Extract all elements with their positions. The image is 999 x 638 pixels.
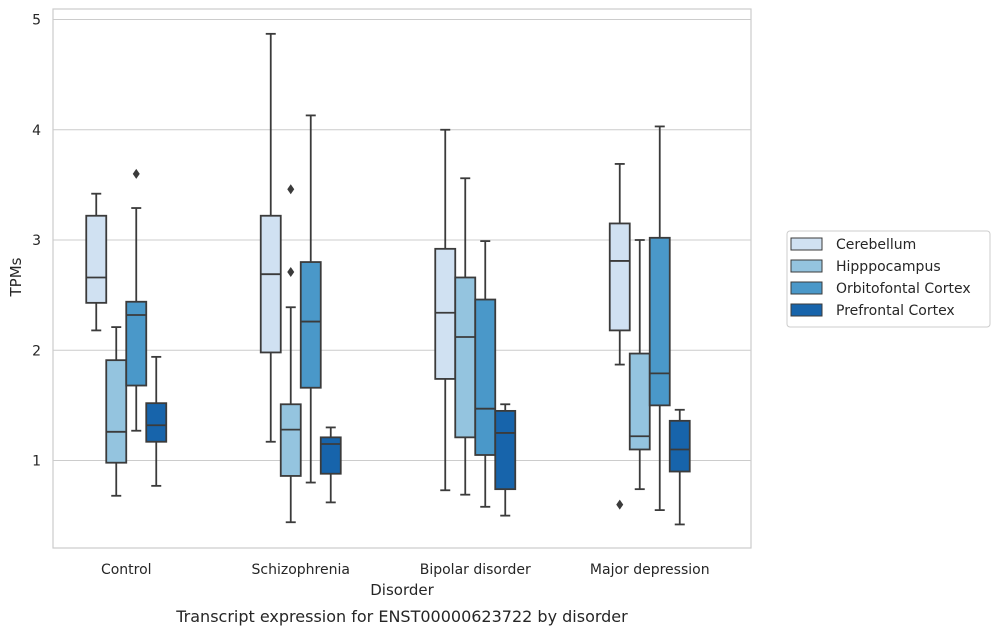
figure-caption: Transcript expression for ENST0000062372… xyxy=(175,607,628,626)
y-tick-labels: 1 2 3 4 5 xyxy=(32,13,41,470)
box-1-1 xyxy=(279,184,302,524)
box-0-1 xyxy=(259,32,282,443)
y-tick-label: 4 xyxy=(32,123,41,139)
x-tick-label: Major depression xyxy=(590,562,710,578)
legend-swatch xyxy=(790,281,823,295)
x-tick-label: Schizophrenia xyxy=(252,562,350,578)
legend-swatch xyxy=(790,259,823,273)
box-iqr xyxy=(608,222,631,332)
box-1-0 xyxy=(105,326,128,497)
outlier-point xyxy=(287,184,295,195)
y-axis-title: TPMs xyxy=(7,257,25,297)
box-iqr xyxy=(85,214,108,304)
legend-frame xyxy=(786,230,991,328)
box-iqr xyxy=(434,247,457,380)
legend-swatch xyxy=(790,303,823,317)
box-iqr xyxy=(279,403,302,477)
legend: Cerebellum Hipppocampus Orbitofontal Corte… xyxy=(786,230,991,328)
box-iqr xyxy=(628,352,651,451)
box-0-0 xyxy=(85,192,108,332)
legend-label: Cerebellum xyxy=(836,237,916,253)
box-2-3 xyxy=(648,125,671,512)
box-iqr xyxy=(494,409,517,491)
x-tick-label: Bipolar disorder xyxy=(420,562,531,578)
box-iqr xyxy=(454,276,477,439)
y-tick-label: 2 xyxy=(32,343,41,359)
box-iqr xyxy=(668,419,691,473)
outlier-point xyxy=(132,168,140,179)
box-3-2 xyxy=(494,403,517,517)
box-2-1 xyxy=(299,114,322,484)
box-groups xyxy=(85,32,691,526)
box-3-1 xyxy=(319,426,342,504)
x-axis-title: Disorder xyxy=(370,581,434,599)
box-3-3 xyxy=(668,408,691,526)
box-iqr xyxy=(125,300,148,387)
box-iqr xyxy=(145,402,168,443)
box-iqr xyxy=(319,436,342,475)
box-2-0 xyxy=(125,168,148,432)
box-3-0 xyxy=(145,355,168,487)
box-1-2 xyxy=(454,177,477,496)
box-iqr xyxy=(474,298,497,456)
plot-area-frame xyxy=(52,8,752,549)
grid-lines xyxy=(53,18,751,462)
legend-label: Orbitofontal Cortex xyxy=(836,281,971,297)
x-tick-labels: Control Schizophrenia Bipolar disorder Majo… xyxy=(101,562,710,578)
box-iqr xyxy=(648,236,671,407)
box-iqr xyxy=(259,214,282,354)
box-1-3 xyxy=(628,239,651,491)
box-0-3 xyxy=(608,163,631,510)
x-tick-label: Control xyxy=(101,562,152,578)
box-iqr xyxy=(105,359,128,464)
y-tick-label: 5 xyxy=(32,13,41,29)
legend-swatch xyxy=(790,237,823,251)
y-tick-label: 1 xyxy=(32,454,41,470)
outlier-point xyxy=(287,266,295,277)
outlier-point xyxy=(616,499,624,510)
box-2-2 xyxy=(474,240,497,508)
legend-label: Prefrontal Cortex xyxy=(836,303,955,319)
box-0-2 xyxy=(434,128,457,492)
legend-label: Hipppocampus xyxy=(836,259,941,275)
y-tick-label: 3 xyxy=(32,233,41,249)
box-iqr xyxy=(299,261,322,389)
